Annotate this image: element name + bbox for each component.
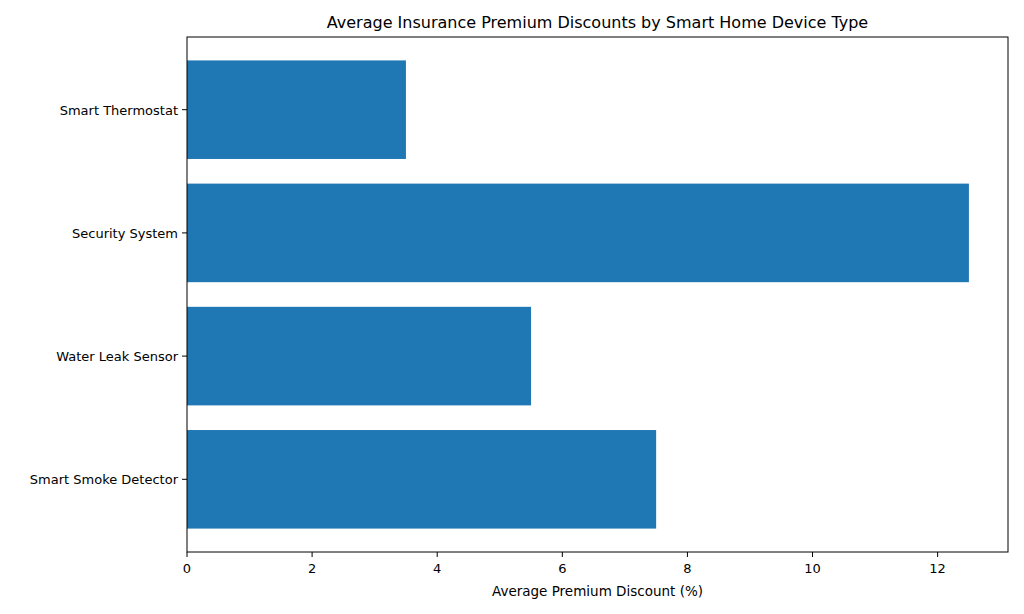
bars: [187, 60, 969, 528]
axes-frame: [187, 37, 1008, 552]
y-tick: [182, 356, 187, 357]
x-tick: [937, 552, 938, 557]
chart-title: Average Insurance Premium Discounts by S…: [327, 13, 868, 32]
x-tick: [562, 552, 563, 557]
x-tick-label: 2: [308, 561, 316, 576]
y-tick-label: Smart Smoke Detector: [30, 472, 179, 487]
bar: [187, 307, 531, 406]
x-tick: [187, 552, 188, 557]
x-tick-label: 4: [433, 561, 441, 576]
x-tick: [437, 552, 438, 557]
y-tick-label: Security System: [72, 226, 178, 241]
bar: [187, 184, 969, 283]
x-tick-label: 8: [683, 561, 691, 576]
background: [0, 0, 1024, 614]
y-tick: [182, 109, 187, 110]
x-tick-label: 0: [183, 561, 191, 576]
chart-svg: 0 2 4 6 8 10 12 Smart Thermostat Security System…: [0, 0, 1024, 614]
y-tick-label: Smart Thermostat: [60, 103, 178, 118]
x-tick-label: 10: [804, 561, 821, 576]
x-tick-label: 12: [929, 561, 946, 576]
x-tick-label: 6: [558, 561, 566, 576]
y-tick: [182, 232, 187, 233]
x-tick: [687, 552, 688, 557]
x-tick: [812, 552, 813, 557]
y-tick-label: Water Leak Sensor: [56, 349, 178, 364]
bar: [187, 60, 406, 159]
x-axis-label: Average Premium Discount (%): [492, 583, 703, 599]
y-tick: [182, 479, 187, 480]
x-tick: [312, 552, 313, 557]
bar: [187, 430, 656, 529]
chart-container: 0 2 4 6 8 10 12 Smart Thermostat Security System…: [0, 0, 1024, 614]
